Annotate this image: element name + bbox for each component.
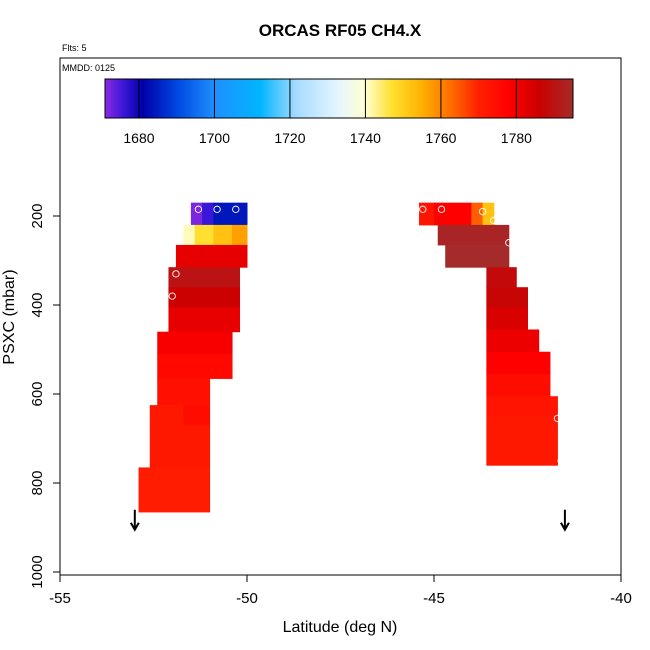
y-tick-label-1: 400 bbox=[29, 292, 46, 317]
colorbar-gradient bbox=[104, 78, 574, 119]
chart-title: ORCAS RF05 CH4.X bbox=[259, 21, 422, 40]
data-cell-5 bbox=[213, 224, 233, 246]
data-cell-7 bbox=[175, 244, 248, 268]
data-cells bbox=[138, 202, 558, 513]
data-cell-29 bbox=[486, 373, 551, 397]
colorbar-tick-label-0: 1680 bbox=[123, 130, 154, 146]
colorbar: 1680 1700 1720 1740 1760 1780 bbox=[104, 78, 574, 146]
colorbar-tick-label-3: 1740 bbox=[350, 130, 381, 146]
data-cell-26 bbox=[486, 307, 528, 330]
plot-frame bbox=[59, 57, 622, 576]
data-cell-28 bbox=[486, 351, 551, 375]
y-tick-label-3: 800 bbox=[29, 470, 46, 495]
data-cell-3 bbox=[183, 224, 196, 246]
data-cell-10 bbox=[168, 307, 241, 333]
direction-arrows bbox=[129, 509, 570, 532]
x-axis-label: Latitude (deg N) bbox=[283, 619, 398, 636]
data-cell-22 bbox=[437, 224, 510, 246]
sample-point-10 bbox=[505, 239, 513, 247]
data-cell-21 bbox=[482, 202, 495, 226]
data-cell-20 bbox=[471, 202, 484, 226]
data-cell-14 bbox=[149, 405, 184, 426]
data-cell-12 bbox=[157, 353, 233, 379]
data-cell-0 bbox=[190, 202, 203, 226]
data-cell-17 bbox=[138, 467, 211, 513]
data-cell-1 bbox=[202, 202, 214, 226]
data-cell-18 bbox=[419, 202, 435, 226]
direction-arrow-1 bbox=[560, 509, 570, 532]
data-cell-13 bbox=[157, 378, 211, 406]
data-cell-9 bbox=[168, 287, 241, 308]
data-cell-8 bbox=[168, 267, 241, 288]
data-cell-15 bbox=[183, 405, 211, 426]
sample-point-1 bbox=[213, 205, 221, 213]
data-cell-11 bbox=[157, 331, 233, 355]
sample-point-5 bbox=[149, 365, 158, 374]
mmdd-label: MMDD: 0125 bbox=[62, 63, 115, 73]
data-cell-30 bbox=[486, 396, 558, 417]
data-cell-19 bbox=[434, 202, 472, 226]
data-cell-31 bbox=[486, 416, 558, 466]
y-tick-label-2: 600 bbox=[29, 381, 46, 406]
sample-point-8 bbox=[478, 207, 487, 216]
direction-arrow-0 bbox=[129, 509, 140, 532]
data-cell-6 bbox=[232, 224, 248, 246]
data-cell-27 bbox=[486, 329, 540, 353]
x-tick-label-2: -45 bbox=[423, 590, 445, 607]
colorbar-tick-label-4: 1760 bbox=[425, 130, 456, 146]
y-tick-label-0: 200 bbox=[29, 203, 46, 228]
x-tick-label-3: -40 bbox=[610, 590, 632, 607]
sample-point-9 bbox=[490, 216, 498, 225]
sample-point-3 bbox=[172, 270, 180, 278]
colorbar-tick-label-5: 1780 bbox=[501, 130, 532, 146]
x-tick-label-1: -50 bbox=[236, 590, 258, 607]
data-cell-4 bbox=[194, 224, 214, 246]
y-axis-label: PSXC (mbar) bbox=[1, 269, 18, 364]
sample-point-0 bbox=[194, 205, 203, 213]
data-cell-25 bbox=[486, 287, 528, 308]
sample-point-13 bbox=[557, 457, 565, 465]
sample-point-11 bbox=[516, 261, 524, 269]
sample-point-2 bbox=[232, 205, 240, 213]
colorbar-tick-label-1: 1700 bbox=[199, 130, 230, 146]
flights-label: Flts: 5 bbox=[62, 43, 87, 53]
axes: -55 -50 -45 -40 200 400 600 800 1000 bbox=[29, 203, 632, 607]
sample-point-4 bbox=[168, 292, 176, 300]
sample-point-6 bbox=[419, 205, 427, 213]
sample-points bbox=[149, 205, 565, 465]
y-tick-label-4: 1000 bbox=[29, 555, 46, 588]
data-cell-24 bbox=[486, 267, 517, 288]
colorbar-tick-label-2: 1720 bbox=[274, 130, 305, 146]
data-cell-23 bbox=[445, 244, 510, 268]
x-tick-label-0: -55 bbox=[49, 590, 71, 607]
data-cell-16 bbox=[149, 425, 211, 468]
sample-point-7 bbox=[437, 205, 446, 213]
sample-point-12 bbox=[553, 414, 562, 423]
